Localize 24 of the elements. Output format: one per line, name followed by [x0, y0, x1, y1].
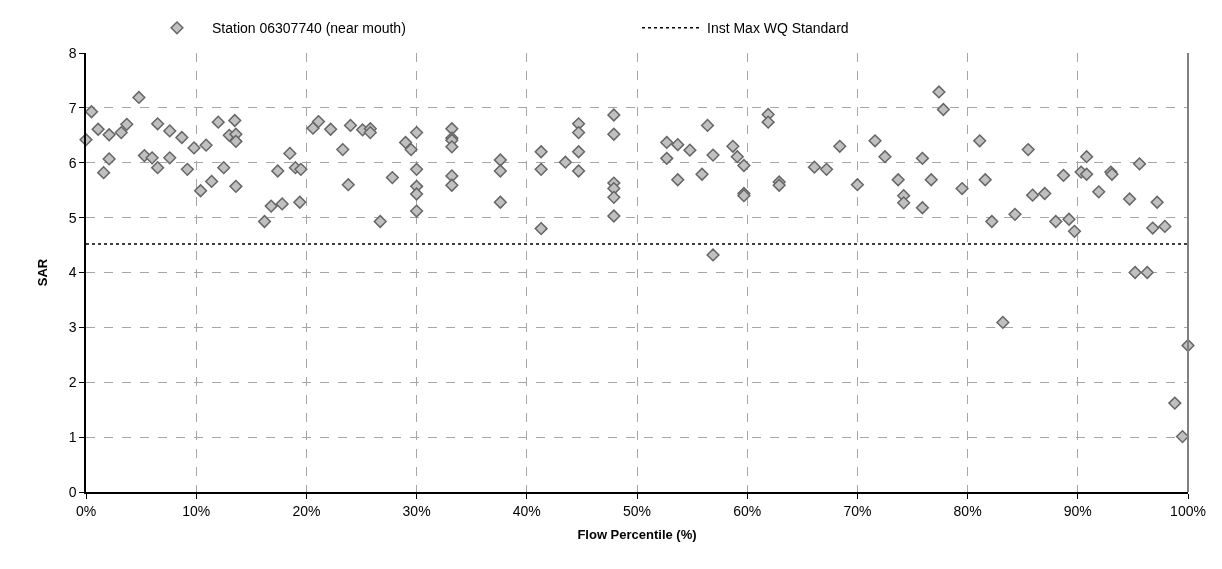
y-tick-label: 4: [68, 264, 77, 281]
x-tick-label: 0%: [75, 502, 97, 519]
y-tick-label: 6: [68, 154, 77, 171]
y-tick-label: 8: [68, 44, 77, 61]
y-tick-label: 7: [68, 99, 77, 116]
legend-label: Inst Max WQ Standard: [707, 20, 849, 37]
x-tick-label: 10%: [182, 502, 211, 519]
x-tick-label: 70%: [843, 502, 872, 519]
y-axis-title: SAR: [35, 258, 51, 287]
y-tick-label: 3: [68, 319, 77, 336]
x-tick-label: 80%: [953, 502, 982, 519]
y-tick-label: 1: [68, 429, 77, 446]
y-tick-label: 5: [68, 209, 77, 226]
x-axis-title: Flow Percentile (%): [577, 526, 697, 542]
x-tick-label: 20%: [292, 502, 321, 519]
legend-label: Station 06307740 (near mouth): [212, 20, 406, 37]
x-tick-label: 100%: [1170, 502, 1206, 519]
x-tick-label: 90%: [1063, 502, 1092, 519]
x-tick-label: 60%: [733, 502, 762, 519]
x-tick-label: 30%: [402, 502, 431, 519]
y-tick-label: 2: [68, 374, 77, 391]
x-tick-label: 50%: [622, 502, 652, 519]
x-tick-label: 40%: [512, 502, 541, 519]
y-tick-label: 0: [68, 483, 77, 500]
